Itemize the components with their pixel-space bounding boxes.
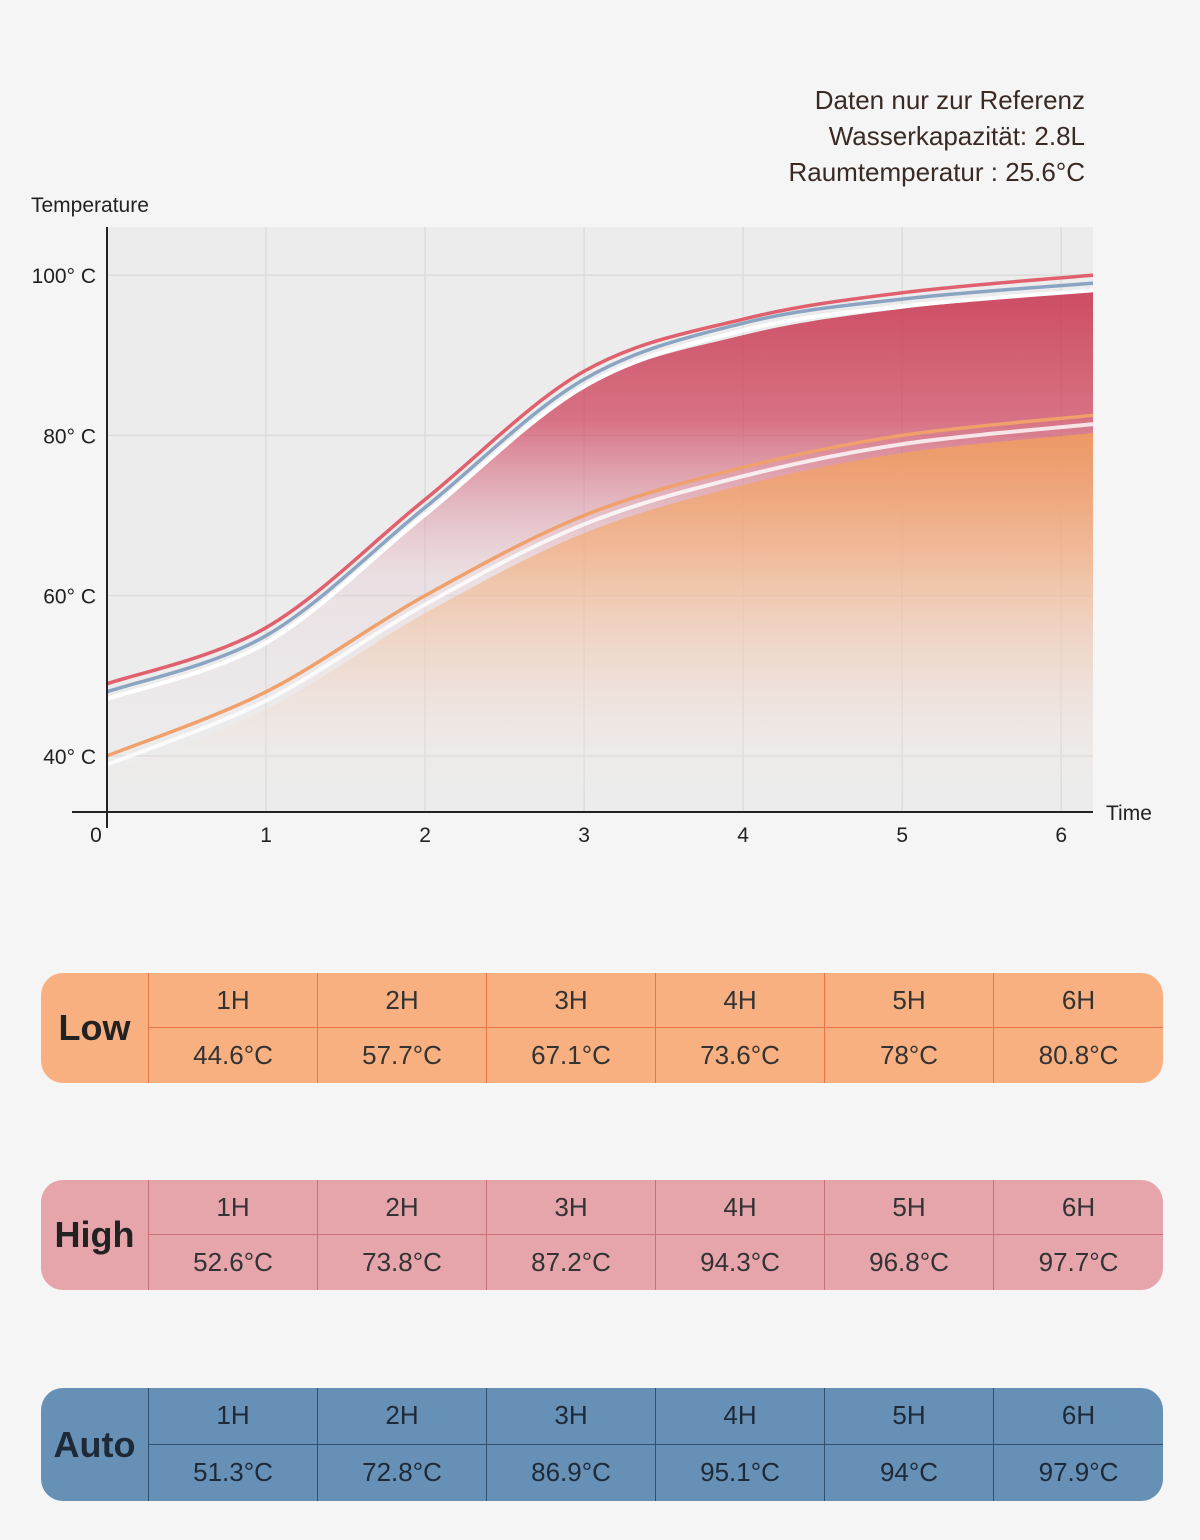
table-hour-cell: 4H — [656, 973, 825, 1028]
x-tick-label: 1 — [260, 824, 272, 847]
table-temp-cell: 96.8°C — [825, 1235, 994, 1290]
table-temp-cell: 86.9°C — [487, 1444, 656, 1501]
x-tick-label: 2 — [419, 824, 431, 847]
temperature-chart: 40° C 60° C 80° C 100° C 0 1 2 3 4 5 6 Temperature T… — [31, 194, 1152, 847]
table-temp-cell: 72.8°C — [318, 1444, 487, 1501]
y-tick-label: 40° C — [43, 746, 96, 769]
table-grid: 1H 2H 3H 4H 5H 6H 51.3°C 72.8°C 86.9°C 95.1°C 94°C… — [149, 1388, 1163, 1501]
table-temp-cell: 87.2°C — [487, 1235, 656, 1290]
table-hour-cell: 5H — [825, 1388, 994, 1445]
table-hour-cell: 5H — [825, 1180, 994, 1235]
table-temp-cell: 97.9°C — [1038, 1457, 1119, 1488]
table-hour-cell: 1H — [149, 1180, 318, 1235]
high-mode-table: High 1H 2H 3H 4H 5H 6H 52.6°C 73.8°C 87.2°C 94.3°… — [41, 1180, 1163, 1290]
table-temp-cell: 95.1°C — [656, 1444, 825, 1501]
table-temp-cell: 73.8°C — [318, 1235, 487, 1290]
table-grid: 1H 2H 3H 4H 5H 6H 52.6°C 73.8°C 87.2°C 94.3°C 96.8… — [149, 1180, 1163, 1290]
table-hour-cell: 1H — [149, 1388, 318, 1445]
table-hour-cell: 6H — [994, 973, 1163, 1028]
table-hour-cell: 4H — [656, 1388, 825, 1445]
table-hour-cell: 4H — [656, 1180, 825, 1235]
table-mode-label: Low — [41, 973, 149, 1083]
low-series-line — [106, 413, 1094, 758]
note-line-reference: Daten nur zur Referenz — [814, 85, 1085, 115]
table-hour-cell: 3H — [487, 1180, 656, 1235]
table-temp-cell: 44.6°C — [149, 1028, 318, 1083]
x-tick-label: 0 — [90, 824, 102, 847]
x-tick-label: 4 — [737, 824, 749, 847]
y-tick-label: 60° C — [43, 586, 96, 609]
low-line-highlight — [106, 422, 1094, 767]
table-temp-cell: 80.8°C — [1038, 1040, 1119, 1070]
table-hour-cell: 2H — [318, 1388, 487, 1445]
table-hour-cell: 5H — [825, 973, 994, 1028]
table-grid: 1H 2H 3H 4H 5H 6H 44.6°C 57.7°C 67.1°C 73.6°C 78°C… — [149, 973, 1163, 1083]
note-line-room-temperature: Raumtemperatur : 25.6°C — [788, 157, 1085, 187]
auto-line-highlight — [106, 288, 1094, 701]
x-axis-title: Time — [1106, 802, 1152, 825]
table-mode-label: High — [41, 1180, 149, 1290]
table-hour-cell: 3H — [487, 973, 656, 1028]
y-axis-title: Temperature — [31, 194, 149, 217]
table-hour-cell: 6H — [994, 1388, 1163, 1445]
y-tick-label: 100° C — [32, 265, 96, 288]
table-temp-cell: 73.6°C — [656, 1028, 825, 1083]
table-mode-label: Auto — [41, 1388, 149, 1501]
table-hour-cell: 2H — [318, 973, 487, 1028]
high-series-line — [106, 273, 1094, 686]
table-temp-cell: 94.3°C — [656, 1235, 825, 1290]
x-tick-label: 5 — [896, 824, 908, 847]
table-temp-cell: 94°C — [825, 1444, 994, 1501]
note-line-capacity: Wasserkapazität: 2.8L — [828, 121, 1085, 151]
table-hour-cell: 3H — [487, 1388, 656, 1445]
reference-note: Daten nur zur Referenz Wasserkapazität: … — [788, 82, 1085, 190]
auto-series-line — [106, 281, 1094, 694]
table-temp-cell: 52.6°C — [149, 1235, 318, 1290]
table-temp-cell: 78°C — [825, 1028, 994, 1083]
table-temp-cell: 51.3°C — [149, 1444, 318, 1501]
y-tick-label: 80° C — [43, 425, 96, 448]
x-tick-label: 6 — [1055, 824, 1067, 847]
table-temp-cell: 67.1°C — [487, 1028, 656, 1083]
table-temp-cell: 97.7°C — [1038, 1247, 1119, 1277]
low-mode-table: Low 1H 2H 3H 4H 5H 6H 44.6°C 57.7°C 67.1°C 73.6°C… — [41, 973, 1163, 1083]
table-hour-cell: 2H — [318, 1180, 487, 1235]
table-temp-cell: 57.7°C — [318, 1028, 487, 1083]
table-hour-cell: 6H — [994, 1180, 1163, 1235]
auto-mode-table: Auto 1H 2H 3H 4H 5H 6H 51.3°C 72.8°C 86.9°C 95.1°… — [41, 1388, 1163, 1501]
low-area — [107, 432, 1093, 812]
table-hour-cell: 1H — [149, 973, 318, 1028]
x-tick-label: 3 — [578, 824, 590, 847]
